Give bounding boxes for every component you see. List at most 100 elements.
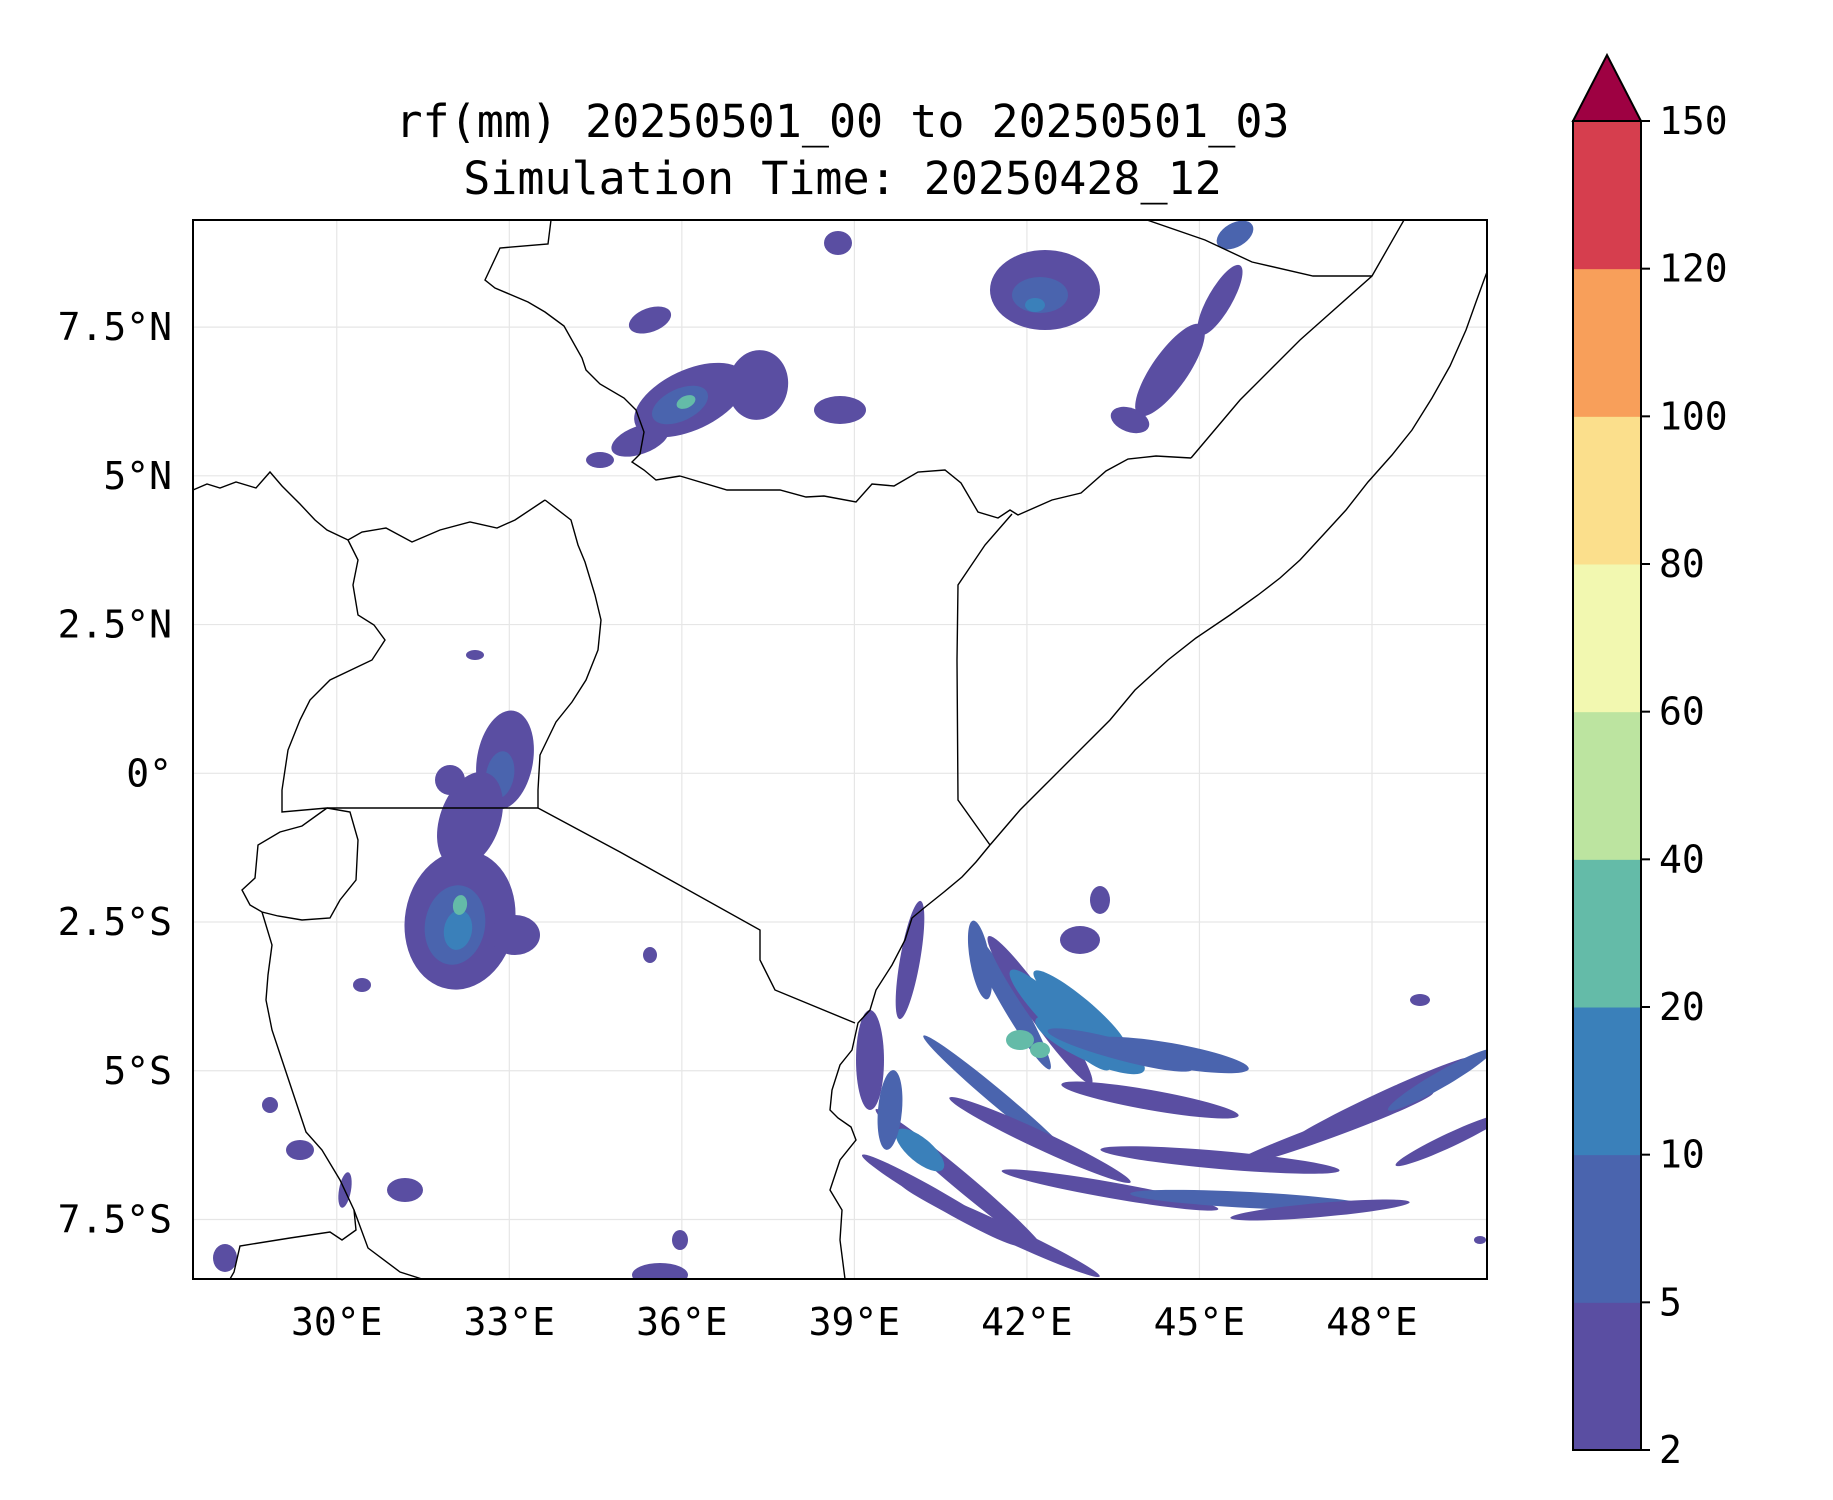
rain-cell <box>1135 323 1205 417</box>
colorbar-segment <box>1573 564 1641 713</box>
lat-tick-label: 5°N <box>103 454 172 498</box>
rain-cell <box>1216 220 1254 250</box>
rain-cell <box>1395 1113 1487 1167</box>
coastline-somalia <box>989 271 1487 846</box>
colorbar: 2 5 10 20 40 60 80 100 120 150 <box>1571 52 1728 1472</box>
border-eritrea-djibouti <box>1146 220 1372 277</box>
border-kenya-tanzania <box>537 807 856 1024</box>
rain-cell <box>437 771 503 869</box>
rain-cell <box>1197 264 1243 336</box>
rain-cell <box>286 1140 314 1160</box>
rain-cell <box>1091 1036 1249 1074</box>
colorbar-frame <box>1572 120 1642 1451</box>
lon-tick-label: 48°E <box>1326 1300 1418 1344</box>
rain-cell <box>1474 1236 1486 1244</box>
rainfall-contours <box>213 220 1487 1279</box>
rain-cell <box>727 350 789 420</box>
lat-tick-label: 2.5°S <box>58 900 172 944</box>
colorbar-segment <box>1573 859 1641 1008</box>
lat-tick-label: 5°S <box>103 1049 172 1093</box>
rain-cell <box>949 1096 1131 1184</box>
colorbar-extend-arrow <box>1571 52 1643 122</box>
rain-cell <box>895 1128 945 1172</box>
colorbar-segment <box>1573 1302 1641 1451</box>
colorbar-tick-label: 2 <box>1659 1428 1682 1472</box>
rain-cell <box>452 895 468 915</box>
rain-cell <box>387 1178 423 1202</box>
rain-cell <box>1100 1146 1340 1174</box>
lon-tick-label: 33°E <box>464 1300 556 1344</box>
lon-tick-label: 45°E <box>1154 1300 1246 1344</box>
colorbar-tick-label: 20 <box>1659 985 1705 1029</box>
rain-cell <box>1387 1049 1487 1111</box>
gridlines <box>193 220 1487 1279</box>
rain-cell <box>586 452 614 468</box>
rain-cell <box>672 1230 688 1250</box>
rain-cell <box>856 1010 884 1110</box>
lon-tick-label: 42°E <box>981 1300 1073 1344</box>
rain-cell <box>490 915 540 955</box>
border-tanzania-malawi-zambia <box>353 1209 423 1279</box>
plot-title-line-2: Simulation Time: 20250428_12 <box>463 152 1222 205</box>
map-frame <box>192 219 1488 1280</box>
colorbar-tick-label: 150 <box>1659 99 1728 143</box>
plot-title-line-1: rf(mm) 20250501_00 to 20250501_03 <box>395 95 1290 148</box>
rain-cell <box>1025 298 1045 312</box>
rain-cell <box>676 395 696 409</box>
colorbar-segment <box>1573 416 1641 565</box>
rain-cell <box>1289 1057 1471 1143</box>
rain-cell <box>1230 1199 1410 1221</box>
border-rwanda-burundi <box>241 807 359 921</box>
colorbar-tick-label: 5 <box>1659 1280 1682 1324</box>
colorbar-tick-label: 80 <box>1659 542 1705 586</box>
border-kenya-somalia <box>956 513 1013 846</box>
border-kenya-uganda <box>537 499 602 808</box>
border-uganda-drc <box>281 539 386 813</box>
rain-cell <box>1060 926 1100 954</box>
rain-cell <box>1061 1081 1239 1119</box>
rain-cell <box>824 231 852 255</box>
rain-cell <box>643 947 657 963</box>
lat-tick-label: 7.5°N <box>58 305 172 349</box>
rain-cell <box>967 920 993 1000</box>
rain-cell <box>877 1070 903 1150</box>
rain-cell <box>435 765 465 795</box>
colorbar-segment <box>1573 1007 1641 1156</box>
rain-cell <box>353 978 371 992</box>
border-south-sudan-ethiopia <box>484 220 681 481</box>
rain-cell <box>1033 970 1127 1050</box>
border-ethiopia-kenya <box>679 455 1192 519</box>
lon-tick-label: 36°E <box>636 1300 728 1344</box>
border-ethiopia-somalia <box>1190 220 1405 459</box>
rain-cell <box>1410 994 1430 1006</box>
rain-cell <box>1090 886 1110 914</box>
lat-tick-label: 7.5°S <box>58 1198 172 1242</box>
lon-tick-label: 39°E <box>809 1300 901 1344</box>
country-borders <box>193 220 1487 1279</box>
colorbar-tick-label: 120 <box>1659 247 1728 291</box>
rain-cell <box>1226 1091 1434 1169</box>
colorbar-tick-label: 60 <box>1659 690 1705 734</box>
rain-cell <box>814 396 866 424</box>
rain-cell <box>632 1263 688 1279</box>
rain-cell <box>213 1244 237 1272</box>
colorbar-segment <box>1573 121 1641 270</box>
coastline-east-africa <box>829 844 991 1279</box>
rain-cell <box>611 423 669 457</box>
axis-ticks: 30°E 33°E 36°E 39°E 42°E 45°E 48°E 7.5°N 5°N 2.5°… <box>58 305 1418 1344</box>
colorbar-tick-label: 40 <box>1659 837 1705 881</box>
lat-tick-label: 2.5°N <box>58 603 172 647</box>
rain-cell <box>443 910 473 950</box>
lat-tick-label: 0° <box>126 751 172 795</box>
colorbar-segment <box>1573 1154 1641 1303</box>
border-drc-tanzania-west <box>229 911 357 1279</box>
rain-cell <box>1110 406 1150 434</box>
colorbar-tick-label: 10 <box>1659 1133 1705 1177</box>
colorbar-tick-label: 100 <box>1659 394 1728 438</box>
rain-cell <box>1006 1030 1034 1050</box>
rain-cell <box>628 306 672 334</box>
colorbar-segment <box>1573 711 1641 860</box>
rain-cell <box>895 900 925 1020</box>
